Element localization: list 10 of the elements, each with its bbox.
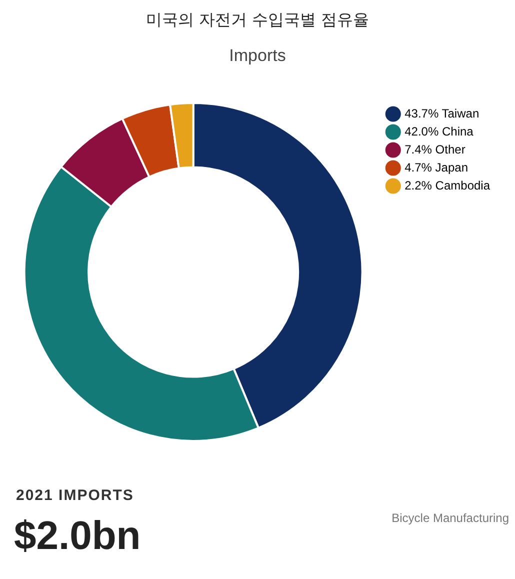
legend-label: 43.7% Taiwan [404,106,480,120]
text: 2021 IMPORTS [16,487,134,504]
text: Bicycle Manufacturing [392,511,509,525]
chart-title: 미국의 자전거 수입국별 점유율 [144,10,370,31]
legend-label: 7.4% Other [404,142,466,156]
legend-label: 2.2% Cambodia [404,178,490,192]
legend-label: 42.0% China [404,124,474,138]
legend-label: 4.7% Japan [404,160,468,174]
text: $2.0bn [14,514,141,559]
chart-subtitle: Imports [228,46,287,66]
